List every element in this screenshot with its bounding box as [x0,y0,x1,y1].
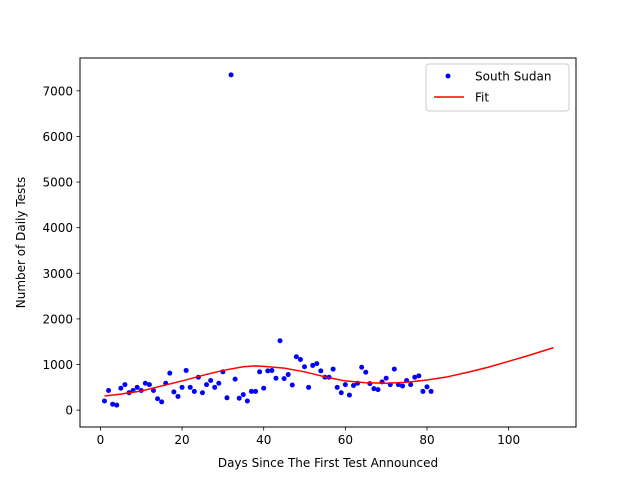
data-point [101,398,107,404]
data-point [150,388,156,394]
data-point [306,384,312,390]
data-point [359,364,365,370]
data-point [146,382,152,388]
legend: South Sudan Fit [425,63,570,112]
x-axis: 0 20 40 60 80 100 [97,427,520,447]
data-point [416,373,422,379]
data-point [199,390,205,396]
data-point [187,384,193,390]
data-point [212,384,218,390]
data-point [302,364,308,370]
x-tick-label: 60 [338,433,353,447]
data-point [175,393,181,399]
data-point [310,362,316,368]
data-point [155,396,161,402]
data-point [248,388,254,394]
legend-box [425,63,570,112]
y-axis: 0 1000 2000 3000 4000 5000 6000 7000 [42,84,80,418]
data-point [293,354,299,360]
data-point [330,366,336,372]
data-point [277,338,283,344]
x-axis-label: Days Since The First Test Announced [218,456,438,470]
data-point [261,385,267,391]
data-point [240,392,246,398]
data-point [179,384,185,390]
data-point [297,356,303,362]
y-axis-label: Number of Daily Tests [14,177,28,308]
legend-marker-south-sudan [445,73,451,79]
data-point [118,385,124,391]
x-tick-label: 20 [174,433,189,447]
data-point [142,380,148,386]
data-point [314,361,320,367]
legend-label-south-sudan: South Sudan [475,70,552,84]
data-point [289,382,295,388]
data-point [408,382,414,388]
y-tick-label: 3000 [42,267,73,281]
y-tick-label: 1000 [42,358,73,372]
data-point [122,382,128,388]
y-tick-label: 7000 [42,84,73,98]
data-point [273,375,279,381]
data-point [183,367,189,373]
data-point [204,382,210,388]
series-layer [101,72,554,408]
data-point [371,386,377,392]
data-point [367,381,373,387]
data-point [346,392,352,398]
data-point [208,377,214,383]
data-point [281,376,287,382]
data-point [253,388,259,394]
data-point [318,368,324,374]
data-point [363,369,369,375]
y-tick-label: 0 [65,404,73,418]
data-point [424,384,430,390]
data-point [338,390,344,396]
data-point [236,395,242,401]
data-point [375,387,381,393]
data-point [351,382,357,388]
data-point [110,401,116,407]
y-tick-label: 2000 [42,312,73,326]
data-point [257,369,263,375]
data-point [191,388,197,394]
y-tick-label: 4000 [42,221,73,235]
data-point [334,384,340,390]
data-point [216,380,222,386]
data-point [420,388,426,394]
data-point [171,389,177,395]
data-point [159,399,165,405]
legend-label-fit: Fit [475,91,489,105]
x-tick-label: 100 [497,433,520,447]
data-point [244,398,250,404]
x-tick-label: 0 [97,433,105,447]
data-point [285,372,291,378]
data-point [383,375,389,381]
data-point [106,388,112,394]
data-point [167,370,173,376]
fit-line [104,346,554,397]
series-south-sudan [101,72,434,408]
x-tick-label: 40 [256,433,271,447]
data-point [428,388,434,394]
data-point [400,383,406,389]
data-point [114,402,120,408]
axes-frame [79,57,577,428]
data-point [134,384,140,390]
data-point [342,382,348,388]
x-tick-label: 80 [419,433,434,447]
data-point [269,367,275,373]
data-point [391,366,397,372]
data-point [224,395,230,401]
data-point [228,72,234,78]
data-point [412,374,418,380]
y-tick-label: 6000 [42,130,73,144]
data-point [232,376,238,382]
y-tick-label: 5000 [42,176,73,190]
data-point [265,368,271,374]
